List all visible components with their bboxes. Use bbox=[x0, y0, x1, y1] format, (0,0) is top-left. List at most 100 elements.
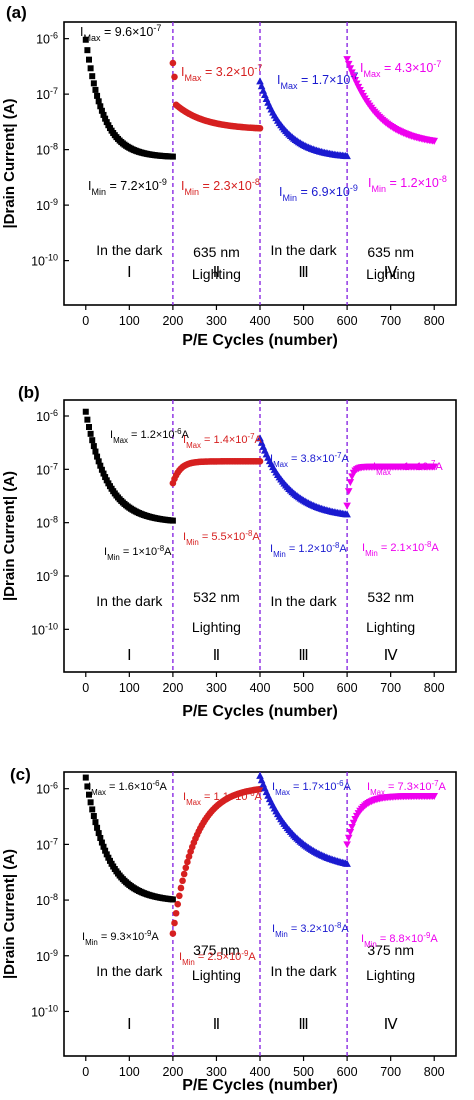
data-point bbox=[346, 65, 355, 73]
max-current-annotation: IMax = 1.6×10-6A bbox=[88, 779, 168, 797]
x-tick-label: 200 bbox=[162, 314, 183, 328]
data-point bbox=[94, 824, 101, 831]
data-point bbox=[97, 462, 104, 469]
x-tick-label: 500 bbox=[293, 1065, 314, 1079]
data-point bbox=[95, 458, 102, 465]
data-point bbox=[169, 59, 177, 67]
x-tick-label: 800 bbox=[424, 314, 445, 328]
data-point bbox=[344, 834, 353, 842]
section-numeral: Ⅲ bbox=[298, 648, 308, 664]
section-numeral: Ⅱ bbox=[213, 265, 220, 281]
data-point bbox=[256, 124, 264, 132]
data-point bbox=[171, 73, 178, 81]
condition-label: 532 nm bbox=[367, 589, 414, 605]
max-current-annotation: IMax = 1.7×10-6A bbox=[272, 779, 352, 797]
x-tick-label: 0 bbox=[82, 681, 89, 695]
chart-panel-b: (b) 0 100 200 300 400 500 600 700 800 10-10 10-9 10-… bbox=[1, 383, 457, 720]
x-tick-label: 300 bbox=[206, 314, 227, 328]
data-point bbox=[90, 443, 97, 450]
condition-label: In the dark bbox=[96, 963, 163, 979]
x-tick-label: 700 bbox=[380, 314, 401, 328]
x-tick-label: 800 bbox=[424, 681, 445, 695]
x-tick-label: 200 bbox=[162, 1065, 183, 1079]
max-current-annotation: IMax = 3.2×10-7 bbox=[181, 63, 262, 83]
data-point bbox=[343, 841, 351, 849]
data-point bbox=[185, 853, 193, 860]
condition-label: Lighting bbox=[366, 266, 415, 282]
chart-panel-c: (c) 0 100 200 300 400 500 600 700 800 10-10 10-9 10-… bbox=[1, 765, 457, 1094]
series-2 bbox=[169, 458, 264, 487]
x-axis-title: P/E Cycles (number) bbox=[182, 1077, 338, 1094]
data-point bbox=[348, 69, 356, 77]
data-point bbox=[92, 448, 99, 455]
data-point bbox=[344, 60, 353, 68]
data-point bbox=[256, 771, 264, 779]
data-point bbox=[97, 103, 104, 110]
min-current-annotation: IMin = 1.2×10-8A bbox=[270, 541, 347, 559]
max-current-annotation: IMax = 9.6×10-7 bbox=[80, 23, 161, 43]
condition-label: Lighting bbox=[366, 619, 415, 635]
x-tick-label: 500 bbox=[293, 681, 314, 695]
data-point bbox=[177, 884, 185, 892]
series-4 bbox=[343, 792, 439, 849]
series-1 bbox=[82, 408, 176, 524]
condition-label: In the dark bbox=[270, 593, 337, 609]
x-tick-label: 600 bbox=[337, 1065, 358, 1079]
min-current-annotation: IMin = 2.1×10-8A bbox=[362, 540, 439, 558]
data-point bbox=[92, 819, 99, 826]
max-current-annotation: IMax = 1.1×10-6A bbox=[183, 789, 263, 807]
data-point bbox=[98, 466, 105, 473]
x-tick-label: 0 bbox=[82, 1065, 89, 1079]
min-current-annotation: IMin = 5.5×10-8A bbox=[183, 529, 260, 547]
data-point bbox=[87, 430, 94, 437]
min-current-annotation: IMin = 9.3×10-9A bbox=[82, 929, 159, 947]
section-numeral: Ⅳ bbox=[384, 648, 398, 664]
data-point bbox=[174, 900, 182, 908]
max-current-annotation: IMax = 4.3×10-7 bbox=[360, 59, 441, 79]
series-2 bbox=[169, 785, 264, 937]
condition-label: In the dark bbox=[96, 242, 163, 258]
condition-label: In the dark bbox=[270, 242, 337, 258]
max-current-annotation: IMax = 1×10-7A bbox=[373, 459, 443, 477]
data-point bbox=[103, 851, 110, 858]
section-numeral: Ⅰ bbox=[127, 265, 131, 281]
series-1 bbox=[82, 774, 176, 903]
section-numeral: Ⅱ bbox=[213, 1017, 220, 1033]
data-point bbox=[98, 839, 105, 846]
condition-label: In the dark bbox=[96, 593, 163, 609]
data-point bbox=[84, 783, 91, 790]
series-4 bbox=[343, 463, 439, 510]
y-tick-label: 10-9 bbox=[36, 197, 58, 213]
condition-label: In the dark bbox=[270, 963, 337, 979]
x-tick-label: 400 bbox=[250, 314, 271, 328]
data-point bbox=[430, 792, 439, 800]
y-tick-label: 10-7 bbox=[36, 86, 58, 102]
data-point bbox=[256, 77, 264, 85]
x-tick-label: 700 bbox=[380, 681, 401, 695]
section-numeral: Ⅲ bbox=[298, 265, 308, 281]
section-numeral: Ⅳ bbox=[384, 1017, 398, 1033]
data-point bbox=[343, 152, 351, 160]
panel-label: (b) bbox=[18, 383, 40, 402]
data-point bbox=[349, 73, 358, 81]
series-3 bbox=[256, 77, 351, 160]
condition-label: 375 nm bbox=[193, 942, 240, 958]
max-current-annotation: IMax = 7.3×10-7A bbox=[367, 779, 447, 797]
data-point bbox=[256, 458, 264, 465]
y-tick-label: 10-7 bbox=[36, 836, 58, 852]
y-tick-label: 10-6 bbox=[36, 408, 58, 424]
data-point bbox=[343, 859, 351, 867]
data-point bbox=[100, 843, 107, 850]
min-current-annotation: IMin = 1.2×10-8 bbox=[368, 174, 447, 194]
x-tick-label: 500 bbox=[293, 314, 314, 328]
x-tick-label: 300 bbox=[206, 681, 227, 695]
x-tick-label: 100 bbox=[119, 681, 140, 695]
min-current-annotation: IMin = 1×10-8A bbox=[104, 544, 172, 562]
x-tick-label: 100 bbox=[119, 1065, 140, 1079]
x-tick-label: 600 bbox=[337, 314, 358, 328]
condition-label: 635 nm bbox=[367, 244, 414, 260]
data-point bbox=[87, 799, 94, 806]
x-tick-label: 200 bbox=[162, 681, 183, 695]
data-point bbox=[103, 477, 110, 484]
